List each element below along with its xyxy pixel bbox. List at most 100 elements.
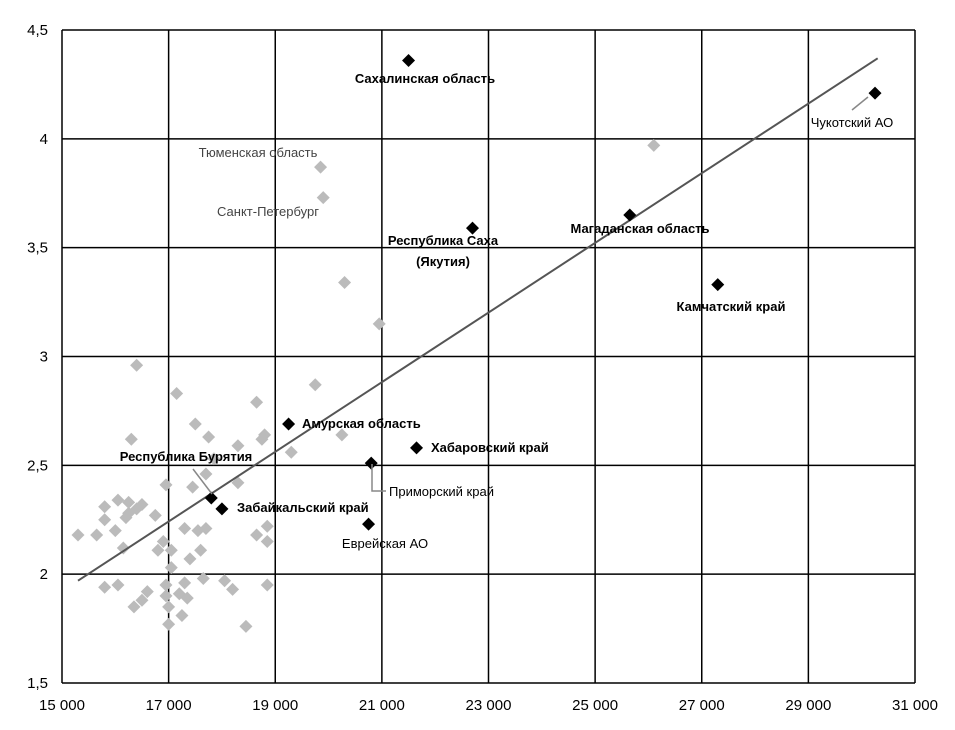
other-region-point (207, 452, 221, 466)
x-tick-label: 17 000 (146, 697, 192, 714)
point-label: Еврейская АО (342, 536, 428, 551)
point-label: Забайкальский край (237, 500, 369, 515)
point-label: Магаданская область (570, 221, 709, 236)
other-region-point (260, 578, 274, 592)
highlighted-region-point (466, 221, 480, 235)
other-region-point (98, 513, 112, 527)
highlighted-region-point (410, 441, 424, 455)
other-region-point (250, 528, 264, 542)
other-region-point (175, 609, 189, 623)
x-tick-label: 23 000 (466, 697, 512, 714)
other-region-point (314, 160, 328, 174)
leader-line (371, 464, 386, 492)
other-region-point (122, 495, 136, 509)
other-region-point (135, 593, 149, 607)
point-labels: Сахалинская область Чукотский АО Республик… (120, 71, 894, 551)
other-region-point (180, 591, 194, 605)
highlighted-region-point (362, 517, 376, 531)
other-region-point (116, 541, 130, 555)
other-region-point (372, 317, 386, 331)
other-region-point (226, 582, 240, 596)
other-region-point (135, 498, 149, 512)
highlighted-region-point (868, 86, 882, 100)
point-label: Камчатский край (677, 299, 786, 314)
highlighted-region-point (402, 53, 416, 67)
leader-line (851, 96, 869, 111)
other-region-point (316, 191, 330, 205)
other-region-point (111, 578, 125, 592)
other-region-point (335, 428, 349, 442)
highlighted-region-point (282, 417, 296, 431)
other-region-point (159, 478, 173, 492)
other-region-point (308, 378, 322, 392)
point-label: Тюменская область (199, 145, 318, 160)
point-label: Хабаровский край (431, 440, 549, 455)
other-region-point (194, 543, 208, 557)
highlighted-region-point (623, 208, 637, 222)
other-region-point (647, 138, 661, 152)
other-region-point (338, 275, 352, 289)
y-tick-label: 3,5 (27, 240, 48, 257)
other-region-point (162, 617, 176, 631)
x-tick-label: 15 000 (39, 697, 85, 714)
highlighted-region-point (215, 502, 229, 516)
other-region-point (284, 445, 298, 459)
point-label: Амурская область (302, 416, 421, 431)
other-region-point (108, 524, 122, 538)
other-region-point (119, 511, 133, 525)
other-region-point (98, 500, 112, 514)
other-region-point (186, 480, 200, 494)
point-label: Республика Саха (388, 233, 499, 248)
other-region-point (231, 439, 245, 453)
other-region-point (127, 600, 141, 614)
other-region-point (188, 417, 202, 431)
other-region-point (260, 535, 274, 549)
other-region-point (164, 561, 178, 575)
axis-tick-labels: 15 000 17 000 19 000 21 000 23 000 25 000 27 0… (27, 22, 938, 714)
other-region-point (98, 580, 112, 594)
other-region-point (183, 552, 197, 566)
other-region-point (258, 428, 272, 442)
other-region-point (111, 493, 125, 507)
other-region-point (71, 528, 85, 542)
x-tick-label: 25 000 (572, 697, 618, 714)
highlighted-region-point (204, 491, 218, 505)
y-tick-label: 1,5 (27, 675, 48, 692)
other-region-point (239, 619, 253, 633)
other-region-point (199, 467, 213, 481)
y-tick-label: 2 (40, 566, 48, 583)
other-region-point (199, 521, 213, 535)
other-region-point (159, 578, 173, 592)
other-region-point (218, 574, 232, 588)
other-region-point (148, 508, 162, 522)
highlighted-region-point (711, 278, 725, 292)
other-region-point (250, 395, 264, 409)
other-region-point (124, 432, 138, 446)
x-tick-label: 21 000 (359, 697, 405, 714)
x-tick-label: 29 000 (785, 697, 831, 714)
highlighted-region-point (364, 456, 378, 470)
other-region-point (90, 528, 104, 542)
point-label: Республика Бурятия (120, 449, 253, 464)
other-region-point (178, 576, 192, 590)
x-tick-label: 27 000 (679, 697, 725, 714)
y-tick-label: 3 (40, 349, 48, 366)
other-regions-series (71, 138, 661, 633)
point-label: Сахалинская область (355, 71, 495, 86)
other-region-point (130, 358, 144, 372)
other-region-point (178, 521, 192, 535)
other-region-point (164, 543, 178, 557)
point-label: Приморский край (389, 484, 494, 499)
other-region-point (260, 519, 274, 533)
x-tick-label: 19 000 (252, 697, 298, 714)
other-region-point (156, 535, 170, 549)
point-label: (Якутия) (416, 254, 470, 269)
point-label: Санкт-Петербург (217, 204, 319, 219)
other-region-point (170, 387, 184, 401)
point-label: Чукотский АО (811, 115, 894, 130)
other-region-point (159, 589, 173, 603)
x-tick-label: 31 000 (892, 697, 938, 714)
